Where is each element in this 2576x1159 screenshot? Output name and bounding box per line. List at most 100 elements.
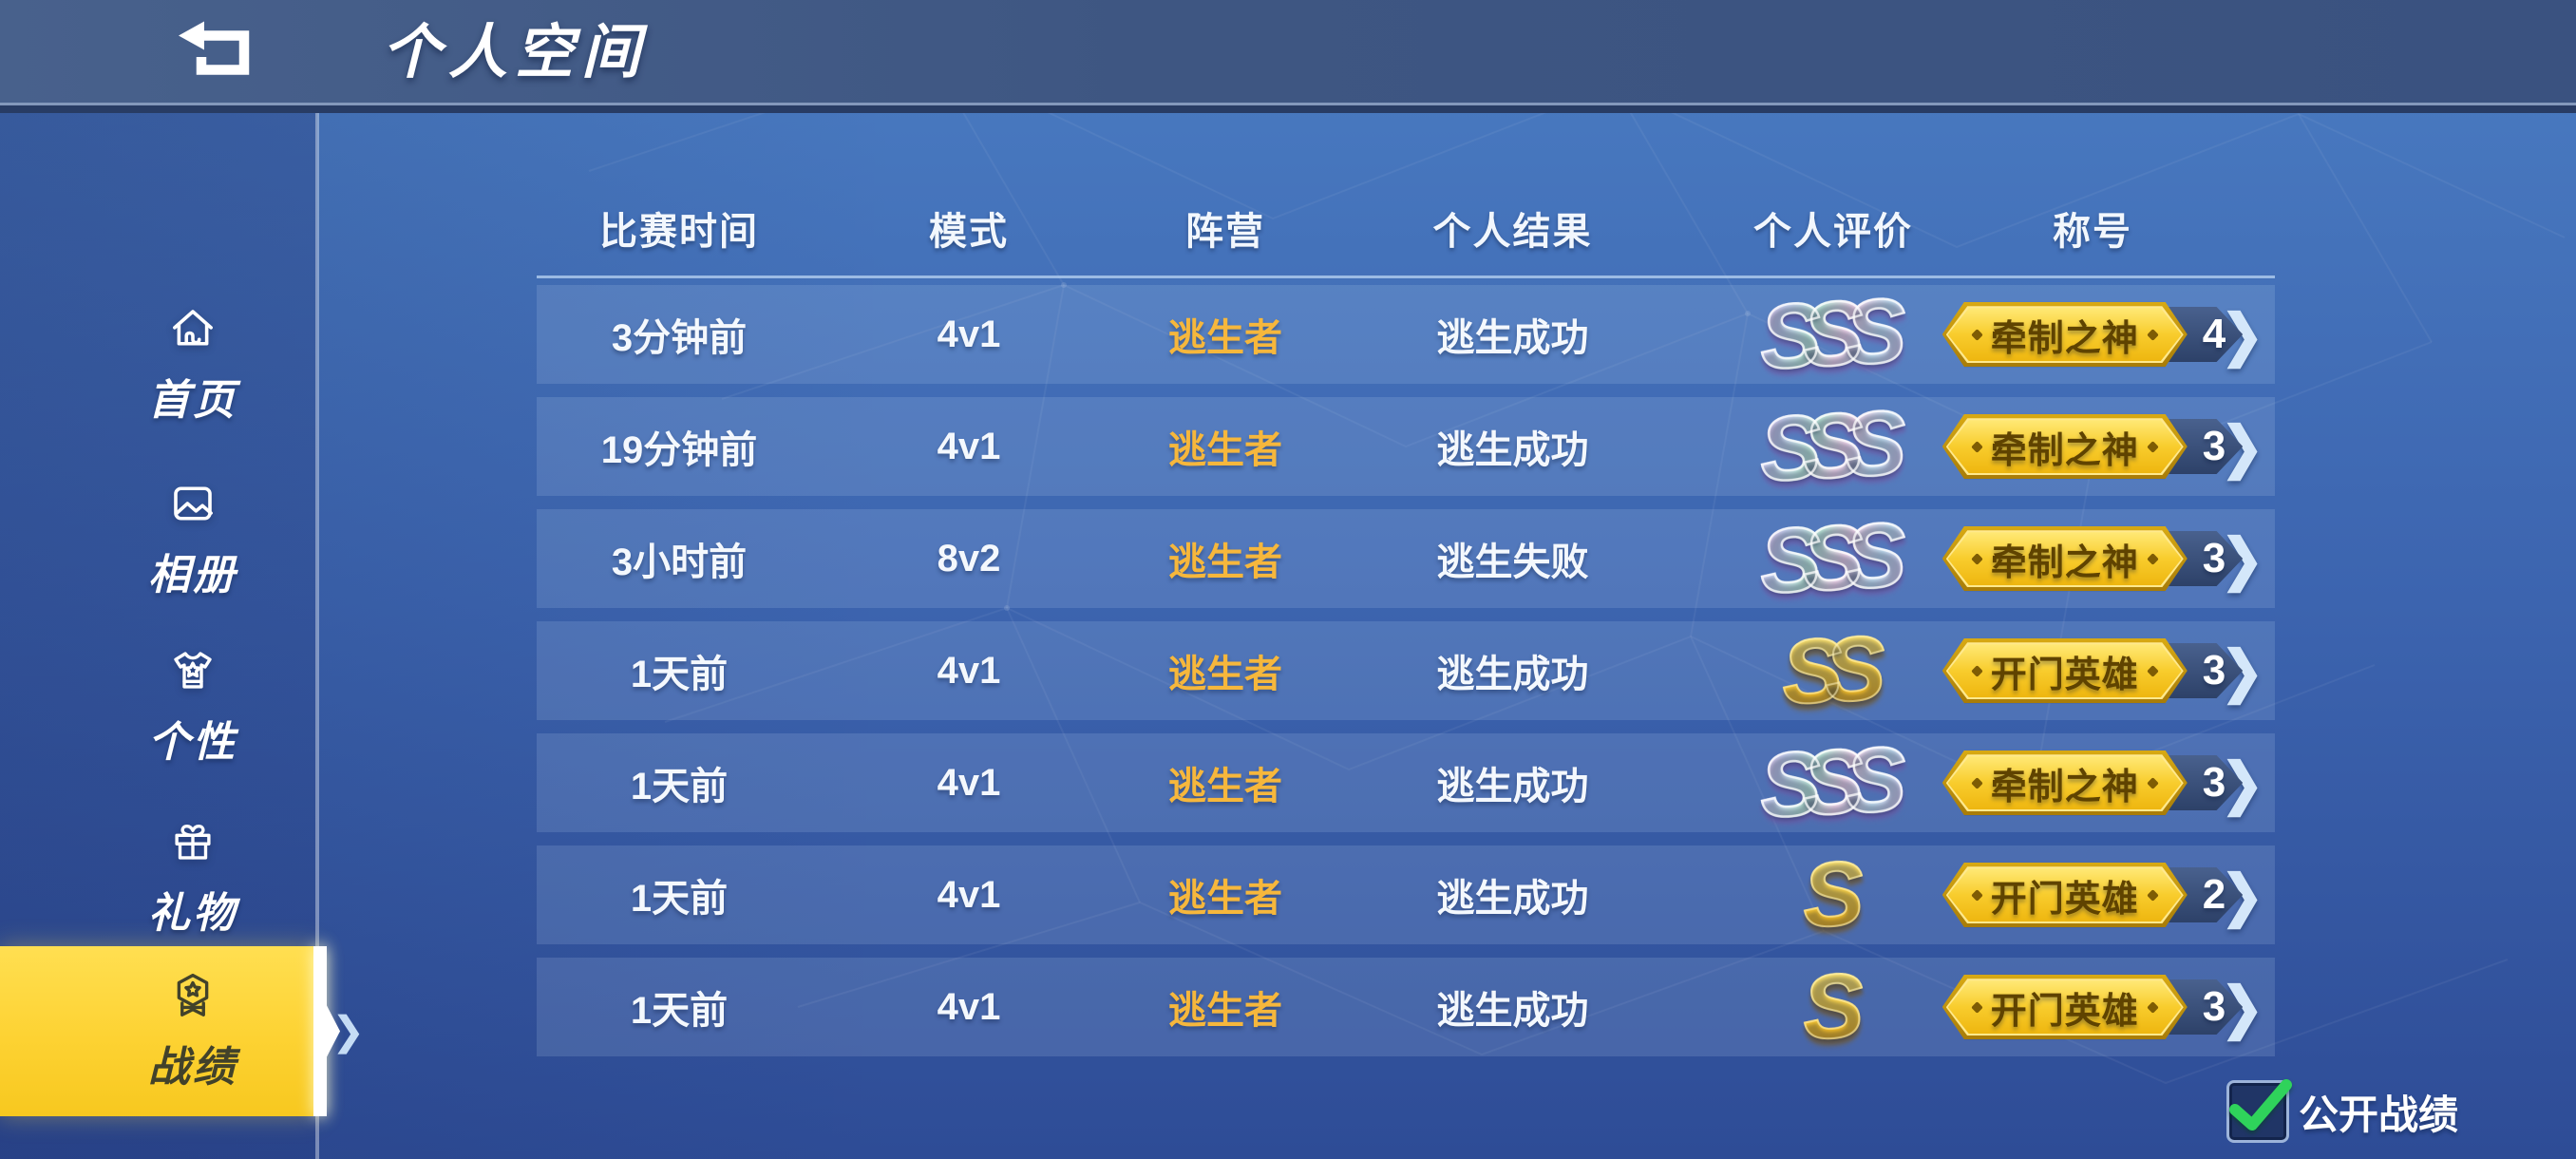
match-rating: SS (1691, 617, 1976, 725)
badge-dot-icon (1970, 888, 1983, 902)
match-time: 1天前 (630, 654, 729, 695)
table-row[interactable]: 1天前 4v1 逃生者 逃生成功 SS 开门英雄 3 (537, 617, 2275, 725)
match-title: 牵制之神 3 (1941, 750, 2244, 816)
column-header-camp: 阵营 (1185, 211, 1265, 253)
public-records-toggle[interactable]: 公开战绩 (2226, 1077, 2458, 1146)
title-badge: 牵制之神 (1941, 525, 2188, 592)
title-badge: 开门英雄 (1941, 974, 2188, 1040)
badge-dot-icon (1970, 776, 1983, 789)
chevron-right-icon: ❯ (331, 1008, 366, 1054)
match-result: 逃生成功 (1436, 429, 1589, 471)
table-row[interactable]: 3小时前 8v2 逃生者 逃生失败 SSS 牵制之神 3 (537, 504, 2275, 614)
top-bar-edge (0, 103, 2576, 105)
title-level-value: 2 (2202, 871, 2226, 918)
match-result: 逃生成功 (1436, 878, 1589, 920)
match-time: 3分钟前 (611, 317, 748, 359)
title-badge-label: 牵制之神 (1990, 542, 2139, 583)
badge-dot-icon (2146, 776, 2159, 789)
checkmark-icon (2229, 1079, 2292, 1130)
home-icon (167, 303, 218, 354)
column-header-rating: 个人评价 (1753, 211, 1913, 253)
match-rating: SSS (1691, 504, 1976, 614)
title-badge-label: 开门英雄 (1990, 655, 2139, 695)
match-title: 开门英雄 3 (1941, 637, 2244, 704)
match-history-table: 3分钟前 4v1 逃生者 逃生成功 SSS 牵制之神 4 (537, 279, 2275, 1070)
match-camp: 逃生者 (1168, 654, 1282, 695)
rating-grade: S (1799, 954, 1866, 1059)
table-row[interactable]: 19分钟前 4v1 逃生者 逃生成功 SSS 牵制之神 3 (537, 391, 2275, 502)
rating-grade: SSS (1756, 504, 1909, 614)
match-result: 逃生成功 (1436, 990, 1589, 1032)
badge-dot-icon (2146, 1000, 2159, 1014)
title-badge: 开门英雄 (1941, 862, 2188, 928)
table-row[interactable]: 1天前 4v1 逃生者 逃生成功 S 开门英雄 3 (537, 954, 2275, 1060)
table-row[interactable]: 1天前 4v1 逃生者 逃生成功 SSS 牵制之神 3 (537, 728, 2275, 838)
table-header: 比赛时间 模式 阵营 个人结果 个人评价 称号 (537, 180, 2275, 278)
sidebar-item-personality[interactable]: 个性 (0, 625, 317, 788)
title-badge: 开门英雄 (1941, 637, 2188, 704)
title-level-value: 4 (2202, 311, 2226, 357)
table-row[interactable]: 1天前 4v1 逃生者 逃生成功 S 开门英雄 2 (537, 842, 2275, 948)
badge-dot-icon (2146, 664, 2159, 677)
column-header-result: 个人结果 (1432, 211, 1593, 253)
sidebar-item-label: 相册 (148, 552, 237, 598)
sidebar-item-album[interactable]: 相册 (0, 458, 317, 621)
match-rating: SSS (1691, 279, 1976, 390)
sidebar-divider (315, 112, 319, 1159)
sidebar-item-label: 礼物 (148, 890, 237, 937)
match-rating: SSS (1691, 728, 1976, 838)
match-rating: S (1691, 954, 1976, 1059)
medal-icon (167, 970, 218, 1021)
title-badge-label: 开门英雄 (1990, 991, 2139, 1032)
badge-dot-icon (2146, 552, 2159, 565)
match-camp: 逃生者 (1168, 766, 1282, 808)
title-badge-label: 牵制之神 (1990, 430, 2139, 471)
column-header-time: 比赛时间 (599, 211, 759, 253)
title-level-value: 3 (2202, 647, 2226, 694)
badge-dot-icon (1970, 1000, 1983, 1014)
title-level-value: 3 (2202, 535, 2226, 581)
match-title: 牵制之神 3 (1941, 525, 2244, 592)
badge-dot-icon (1970, 552, 1983, 565)
sidebar-item-gift[interactable]: 礼物 (0, 796, 317, 960)
sidebar-item-label: 个性 (148, 719, 237, 766)
match-camp: 逃生者 (1168, 317, 1282, 359)
match-rating: SSS (1691, 391, 1976, 502)
sidebar-item-records[interactable]: 战绩 ❯ (0, 946, 365, 1116)
match-result: 逃生成功 (1436, 654, 1589, 695)
sidebar: 首页 相册 (0, 112, 365, 1159)
badge-dot-icon (2146, 328, 2159, 341)
match-time: 3小时前 (611, 542, 748, 583)
match-time: 1天前 (630, 766, 729, 808)
public-records-label: 公开战绩 (2299, 1092, 2459, 1137)
rating-grade: SSS (1756, 391, 1909, 502)
tshirt-icon (167, 645, 218, 696)
match-camp: 逃生者 (1168, 878, 1282, 920)
title-badge-label: 开门英雄 (1990, 879, 2139, 920)
title-badge: 牵制之神 (1941, 301, 2188, 368)
sidebar-item-info[interactable]: 信息 (0, 1136, 317, 1159)
match-result: 逃生成功 (1436, 317, 1589, 359)
title-level-value: 3 (2202, 983, 2226, 1030)
top-bar: 个人空间 (0, 0, 2576, 103)
table-row[interactable]: 3分钟前 4v1 逃生者 逃生成功 SSS 牵制之神 4 (537, 279, 2275, 390)
gift-icon (167, 816, 218, 867)
match-mode: 8v2 (937, 537, 1001, 580)
match-mode: 4v1 (937, 873, 1001, 916)
title-badge-label: 牵制之神 (1990, 767, 2139, 808)
title-badge-label: 牵制之神 (1990, 318, 2139, 359)
rating-grade: SSS (1756, 279, 1909, 390)
match-mode: 4v1 (937, 761, 1001, 804)
title-level-value: 3 (2202, 423, 2226, 469)
badge-dot-icon (1970, 328, 1983, 341)
top-bar-shadow (0, 105, 2576, 113)
match-rating: S (1691, 842, 1976, 947)
match-mode: 4v1 (937, 425, 1001, 467)
match-camp: 逃生者 (1168, 429, 1282, 471)
match-time: 1天前 (630, 990, 729, 1032)
sidebar-item-home[interactable]: 首页 (0, 283, 317, 446)
match-title: 开门英雄 2 (1941, 862, 2244, 928)
back-button[interactable] (152, 10, 285, 93)
public-records-checkbox[interactable] (2226, 1079, 2292, 1143)
